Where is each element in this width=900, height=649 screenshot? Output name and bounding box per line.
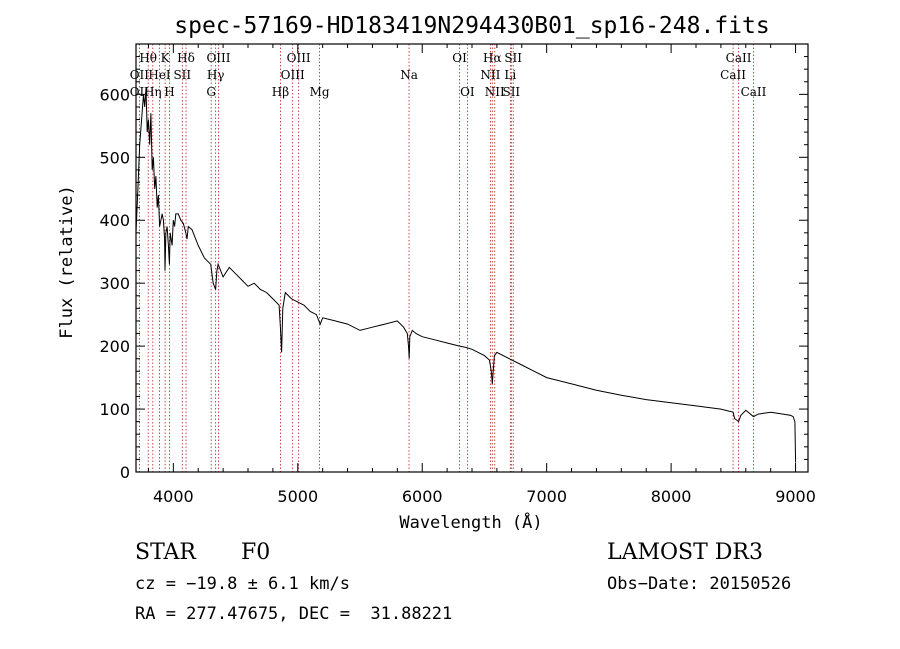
line-label: CaII	[720, 68, 746, 82]
line-label: Hδ	[177, 51, 195, 65]
x-tick-label: 4000	[153, 487, 194, 506]
y-tick-label: 100	[99, 400, 130, 419]
y-tick-label: 600	[99, 85, 130, 104]
x-tick-label: 7000	[526, 487, 567, 506]
line-label: Hγ	[207, 68, 225, 82]
line-label: OIII	[287, 51, 311, 65]
line-label: OI	[452, 51, 467, 65]
coordinates: RA = 277.47675, DEC = 31.88221	[135, 604, 453, 624]
x-tick-label: 9000	[775, 487, 816, 506]
line-label: Hη	[144, 85, 162, 99]
series-line-flux	[135, 88, 797, 463]
line-label: OII	[130, 85, 150, 99]
x-axis-ticks: 4000 5000 6000 7000 8000 9000	[147, 44, 816, 506]
line-label: G	[206, 85, 216, 99]
line-label: H	[164, 85, 174, 99]
x-tick-label: 8000	[651, 487, 692, 506]
y-axis-ticks: 0 100 200 300 400 500 600	[99, 43, 808, 482]
line-label: CaII	[726, 51, 752, 65]
line-label: Mg	[310, 85, 330, 99]
survey-name: LAMOST DR3	[607, 540, 763, 565]
line-label: K	[161, 51, 171, 65]
x-axis-label: Wavelength (Å)	[399, 511, 542, 533]
line-label: Hβ	[272, 85, 289, 99]
redshift-readout: cz = −19.8 ± 6.1 km/s	[135, 574, 350, 594]
chart-title: spec-57169-HD183419N294430B01_sp16-248.f…	[174, 13, 769, 39]
line-label: OII	[130, 68, 150, 82]
spectrum-series	[135, 88, 797, 463]
x-tick-label: 5000	[277, 487, 318, 506]
line-label: HeI	[148, 68, 171, 82]
object-subclass: F0	[241, 540, 271, 565]
line-label: Hθ	[139, 51, 157, 65]
line-label: Na	[400, 68, 418, 82]
line-label: SII	[502, 85, 520, 99]
line-label: OIII	[206, 51, 230, 65]
emission-line-labels: OII OII Hθ Hη HeI K H SII Hδ G Hγ OIII Hβ OIII OIII Mg N…	[130, 51, 767, 99]
line-label: CaII	[741, 85, 767, 99]
y-axis-label: Flux (relative)	[57, 185, 77, 339]
line-label: SII	[504, 51, 522, 65]
line-label: OI	[460, 85, 475, 99]
y-tick-label: 300	[99, 274, 130, 293]
line-label: NII	[485, 85, 505, 99]
line-label: SII	[173, 68, 191, 82]
x-tick-label: 6000	[402, 487, 443, 506]
obs-date: Obs−Date: 20150526	[607, 574, 792, 594]
y-tick-label: 400	[99, 211, 130, 230]
y-tick-label: 200	[99, 337, 130, 356]
line-label: NII	[480, 68, 500, 82]
y-tick-label: 0	[120, 463, 130, 482]
object-class: STAR	[135, 540, 196, 565]
emission-line-markers	[138, 44, 754, 472]
line-label: OIII	[281, 68, 305, 82]
line-label: Li	[504, 68, 516, 82]
line-label: Hα	[483, 51, 502, 65]
y-tick-label: 500	[99, 148, 130, 167]
